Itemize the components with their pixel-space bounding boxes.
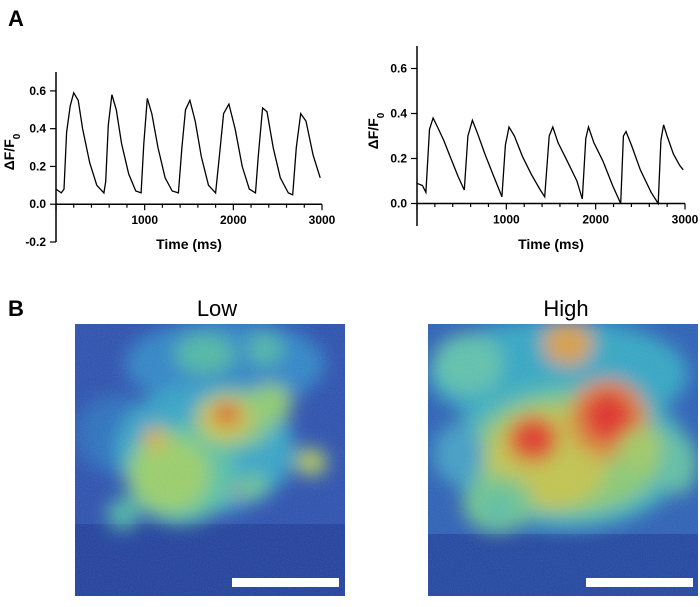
scale-bar-high [586, 578, 693, 587]
panel-label-b: B [8, 296, 24, 321]
image-title-high: High [543, 296, 589, 321]
x-axis-label: Time (ms) [518, 236, 584, 252]
chart-high: 1000 2000 3000 0.0 0.2 0.4 0.6 Time (ms) ΔF/F0 [365, 46, 699, 252]
scale-bar-low [232, 578, 339, 587]
fluorescence-image-high [428, 324, 698, 596]
y-axis-label: ΔF/F0 [1, 133, 23, 170]
chart-low: 1000 2000 3000 -0.2 0.0 0.2 0.4 0.6 Time (ms) Δ… [1, 72, 336, 252]
y-tick-label: -0.2 [25, 235, 46, 249]
series-line-low [55, 91, 321, 196]
y-tick-label: 0.2 [29, 159, 46, 173]
y-tick-label: 0.0 [29, 197, 46, 211]
x-tick-label: 3000 [672, 213, 699, 227]
x-tick-label: 2000 [582, 213, 609, 227]
image-title-low: Low [196, 296, 238, 321]
x-tick-label: 3000 [309, 213, 336, 227]
y-tick-label: 0.2 [390, 152, 407, 166]
fluorescence-image-low [75, 324, 345, 596]
x-tick-label: 1000 [131, 213, 158, 227]
y-tick-label: 0.4 [29, 122, 46, 136]
y-tick-label: 0.0 [390, 197, 407, 211]
x-tick-label: 2000 [220, 213, 247, 227]
series-line-high [416, 116, 684, 206]
x-axis-label: Time (ms) [156, 236, 222, 252]
y-tick-label: 0.4 [390, 107, 407, 121]
x-tick-label: 1000 [493, 213, 520, 227]
y-tick-label: 0.6 [390, 62, 407, 76]
y-axis-label: ΔF/F0 [365, 112, 387, 149]
y-tick-label: 0.6 [29, 84, 46, 98]
panel-label-a: A [8, 6, 24, 31]
